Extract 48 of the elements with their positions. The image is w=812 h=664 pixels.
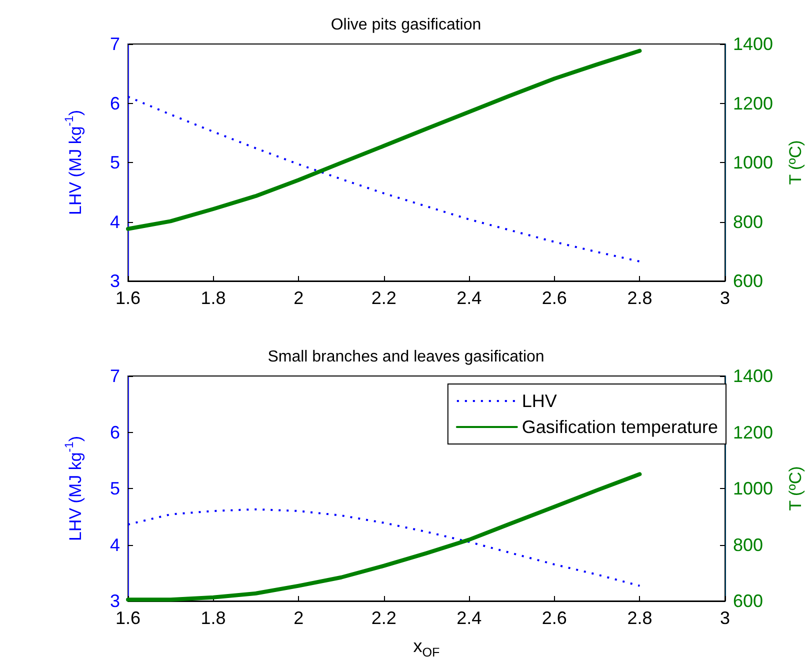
y2-axis-title: T (ºC) <box>786 466 805 511</box>
line-series <box>127 508 641 587</box>
y2-axis-title: T (ºC) <box>786 140 805 185</box>
legend-label: Gasification temperature <box>522 417 718 437</box>
x-tick-label: 2.8 <box>627 288 652 308</box>
y2-tick-label: 600 <box>733 271 764 291</box>
legend-label: LHV <box>522 391 557 411</box>
x-tick-label: 1.6 <box>115 288 141 308</box>
y2-tick-label: 800 <box>733 534 764 555</box>
y2-tick-label: 1400 <box>733 34 774 54</box>
x-tick-label: 2.2 <box>371 608 396 628</box>
x-tick-label: 2.2 <box>371 288 396 308</box>
y-tick-label: 6 <box>110 422 120 442</box>
y2-tick-label: 600 <box>733 591 764 611</box>
y-tick-label: 5 <box>110 478 120 498</box>
x-tick-label: 1.6 <box>115 608 141 628</box>
y-axis-title: LHV (MJ kg-1) <box>62 110 85 216</box>
y-tick-label: 7 <box>110 34 120 54</box>
y2-tick-label: 1000 <box>733 478 774 498</box>
y2-tick-label: 1400 <box>733 366 774 386</box>
y-tick-label: 3 <box>110 591 120 611</box>
x-tick-label: 2 <box>294 608 304 628</box>
x-tick-label: 2.4 <box>456 288 482 308</box>
y-tick-label: 7 <box>110 366 120 386</box>
x-tick-label: 2.4 <box>456 608 482 628</box>
chart-title: Small branches and leaves gasification <box>268 348 544 366</box>
y2-tick-label: 1200 <box>733 422 774 442</box>
y-tick-label: 6 <box>110 93 120 114</box>
line-series <box>127 96 641 262</box>
y-tick-label: 5 <box>110 152 120 172</box>
x-tick-label: 3 <box>720 288 730 308</box>
x-tick-label: 2.6 <box>542 288 567 308</box>
x-tick-label: 3 <box>720 608 730 628</box>
x-tick-label: 2 <box>294 288 304 308</box>
y2-tick-label: 800 <box>733 212 764 232</box>
y-tick-label: 4 <box>110 534 120 555</box>
y2-tick-label: 1000 <box>733 152 774 172</box>
x-tick-label: 2.6 <box>542 608 567 628</box>
x-tick-label: 2.8 <box>627 608 652 628</box>
y-tick-label: 3 <box>110 271 120 291</box>
y-tick-label: 4 <box>110 212 120 232</box>
line-series <box>126 48 642 231</box>
y2-tick-label: 1200 <box>733 93 774 114</box>
chart-title: Olive pits gasification <box>330 16 482 34</box>
line-series <box>126 472 642 602</box>
x-tick-label: 1.8 <box>200 608 226 628</box>
x-tick-label: 1.8 <box>200 288 226 308</box>
y-axis-title: LHV (MJ kg-1) <box>62 436 85 542</box>
